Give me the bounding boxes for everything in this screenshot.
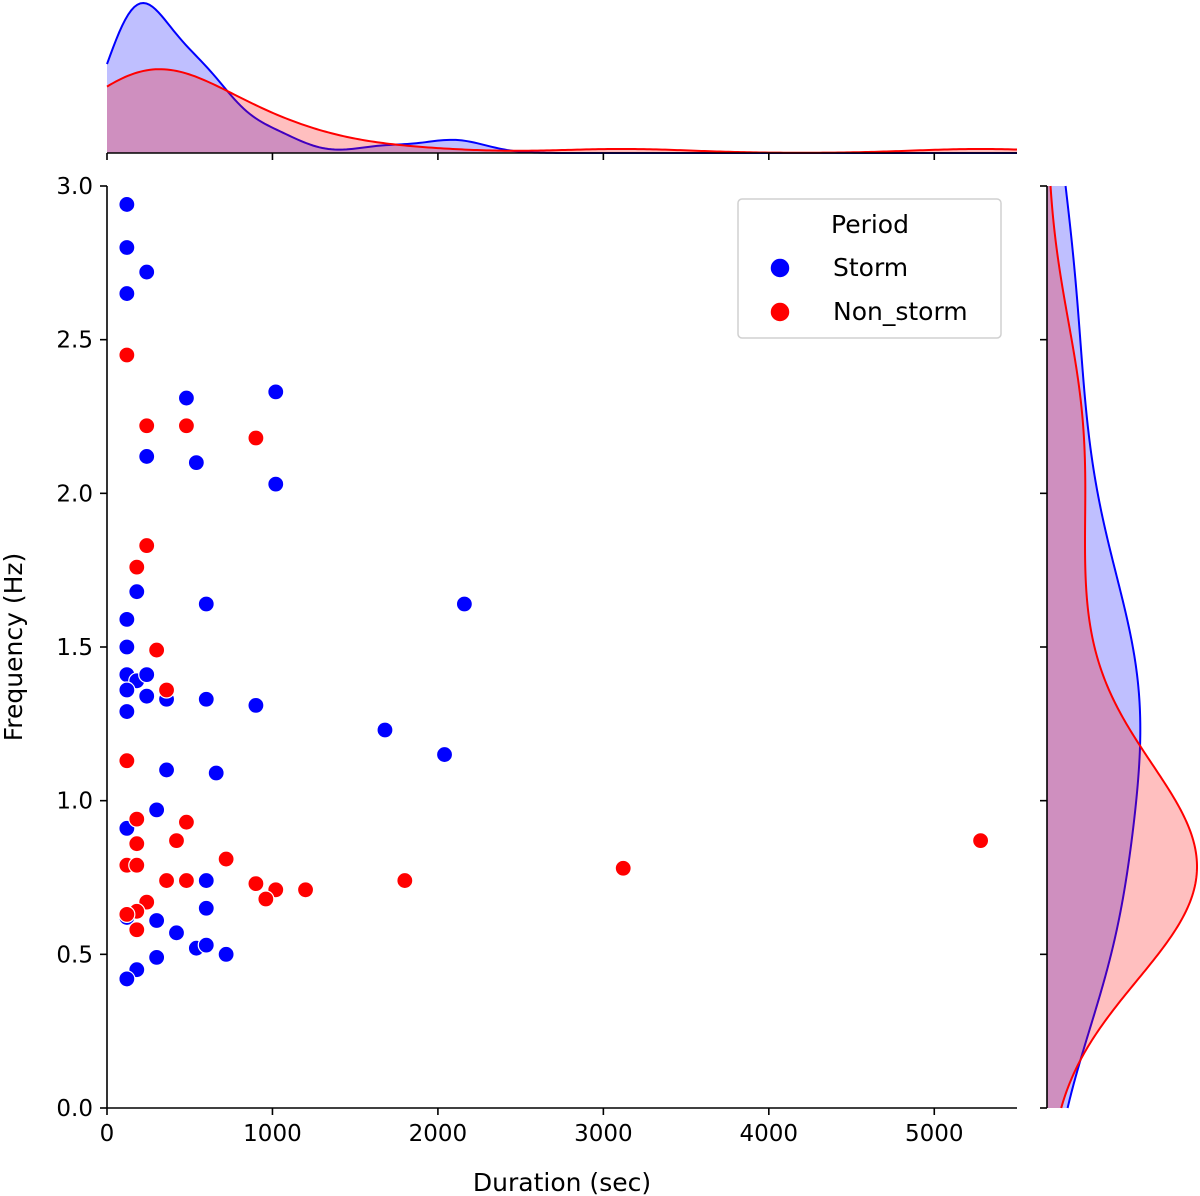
top-kde-line-non-storm (106, 68, 1018, 154)
scatter-point-storm (118, 702, 136, 721)
scatter-point-storm (138, 666, 156, 684)
legend: Period Storm Non_storm (737, 198, 1002, 339)
scatter-point-storm (148, 801, 166, 819)
scatter-point-non-storm (118, 752, 136, 770)
scatter-point-non-storm (396, 871, 414, 890)
scatter-point-storm (167, 924, 186, 942)
y-axis-label: Frequency (Hz) (0, 553, 28, 742)
top-kde-fill-non-storm (107, 69, 1017, 153)
right-kde-fill-non-storm (1047, 186, 1197, 1108)
scatter-point-storm (118, 195, 136, 214)
x-tick-label: 3000 (574, 1121, 633, 1147)
y-tick-label: 0.0 (56, 1096, 93, 1122)
scatter-point-storm (177, 389, 196, 407)
scatter-point-non-storm (177, 813, 196, 831)
scatter-point-non-storm (138, 417, 156, 435)
scatter-point-non-storm (128, 835, 146, 853)
scatter-point-storm (148, 948, 166, 967)
top-kde-fill-storm (107, 3, 1017, 153)
scatter-point-non-storm (157, 871, 176, 890)
right-kde-line-non-storm (1049, 185, 1198, 1109)
scatter-point-storm (197, 936, 215, 954)
legend-marker-non-storm (769, 301, 791, 323)
scatter-point-storm (197, 690, 215, 708)
scatter-point-storm (376, 721, 394, 739)
y-tick-label: 2.0 (56, 481, 93, 507)
scatter-point-storm (207, 764, 225, 782)
scatter-point-non-storm (128, 856, 146, 874)
x-tick-label: 2000 (409, 1121, 468, 1147)
y-tick-label: 2.5 (56, 328, 93, 354)
y-axis: 0.0 0.5 1.0 1.5 2.0 2.5 3.0 (56, 174, 108, 1122)
scatter-point-storm (148, 911, 166, 930)
scatter-point-storm (197, 595, 215, 613)
legend-frame (737, 198, 1002, 339)
main-plot-area (118, 195, 990, 988)
x-tick-label: 1000 (243, 1121, 302, 1147)
scatter-point-storm (118, 238, 136, 257)
y-tick-label: 1.0 (56, 789, 93, 815)
x-tick-label: 4000 (740, 1121, 799, 1147)
y-tick-label: 0.5 (56, 942, 93, 968)
scatter-point-non-storm (148, 641, 166, 659)
scatter-point-non-storm (118, 346, 136, 364)
x-tick-label: 5000 (905, 1121, 964, 1147)
y-tick-label: 1.5 (56, 635, 93, 661)
scatter-point-storm (247, 696, 265, 714)
scatter-point-non-storm (257, 890, 275, 908)
scatter-point-storm (118, 681, 136, 699)
scatter-point-non-storm (247, 875, 265, 893)
right-marginal-kde (1040, 185, 1198, 1109)
scatter-point-storm (267, 383, 285, 401)
scatter-point-storm (138, 447, 156, 466)
legend-marker-storm (769, 257, 791, 279)
scatter-point-non-storm (138, 536, 156, 555)
scatter-point-non-storm (167, 832, 186, 850)
scatter-point-storm (197, 871, 215, 890)
scatter-point-storm (455, 595, 473, 613)
right-kde-line-storm (1064, 185, 1142, 1109)
scatter-point-storm (118, 610, 136, 628)
scatter-point-storm (267, 475, 285, 493)
scatter-point-storm (157, 761, 176, 779)
legend-label-storm: Storm (833, 253, 908, 282)
scatter-point-storm (118, 970, 136, 988)
x-axis: 0 1000 2000 3000 4000 5000 (100, 1107, 1017, 1147)
top-marginal-kde (106, 1, 1018, 160)
scatter-point-non-storm (614, 859, 632, 877)
scatter-point-storm (138, 263, 156, 281)
scatter-point-storm (217, 945, 235, 963)
scatter-point-non-storm (177, 417, 196, 435)
scatter-point-non-storm (118, 905, 136, 923)
scatter-point-storm (118, 284, 136, 303)
scatter-point-non-storm (128, 921, 146, 939)
scatter-point-non-storm (296, 881, 315, 899)
x-tick-label: 0 (100, 1121, 115, 1147)
scatter-point-non-storm (971, 832, 990, 850)
x-axis-label: Duration (sec) (473, 1168, 651, 1196)
scatter-point-non-storm (128, 558, 146, 576)
scatter-point-storm (128, 583, 146, 601)
scatter-point-storm (435, 745, 454, 764)
legend-title: Period (831, 210, 909, 239)
scatter-point-non-storm (217, 850, 235, 868)
scatter-point-non-storm (128, 810, 146, 828)
legend-label-non-storm: Non_storm (833, 297, 968, 326)
scatter-point-storm (187, 454, 205, 472)
y-tick-label: 3.0 (56, 174, 93, 200)
scatter-point-storm (197, 899, 215, 917)
scatter-point-storm (138, 687, 156, 705)
scatter-point-non-storm (157, 681, 176, 699)
scatter-point-storm (118, 638, 136, 656)
scatter-point-non-storm (247, 429, 265, 447)
scatter-point-non-storm (177, 871, 196, 890)
